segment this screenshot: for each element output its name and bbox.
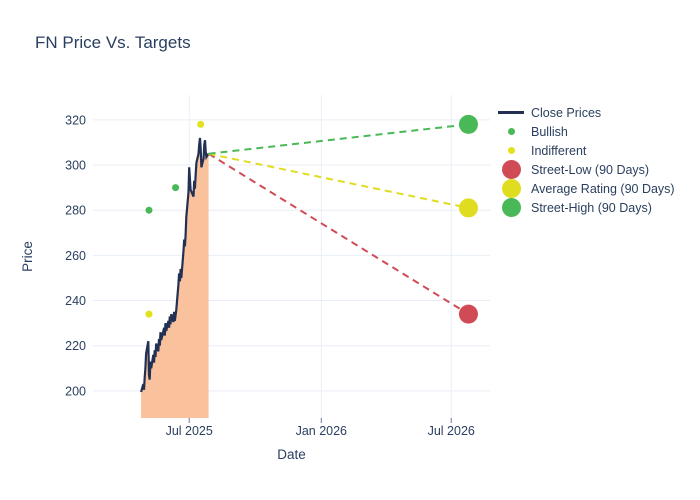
street-high-days-marker (458, 114, 478, 134)
legend-item-street-low[interactable]: Street-Low (90 Days) (496, 160, 675, 179)
legend-label-bullish: Bullish (531, 124, 568, 139)
y-tick-label: 320 (65, 113, 86, 127)
y-axis-title: Price (20, 241, 35, 272)
indifferent-dot-swatch (496, 147, 526, 154)
indifferent-marker (145, 310, 153, 318)
y-tick-label: 260 (65, 249, 86, 263)
y-tick-label: 300 (65, 159, 86, 173)
legend-label-street-low: Street-Low (90 Days) (531, 162, 650, 177)
legend-label-street-high: Street-High (90 Days) (531, 200, 652, 215)
average-rating-circle-swatch (496, 179, 526, 198)
indifferent-marker (197, 120, 205, 128)
legend-label-average-rating: Average Rating (90 Days) (531, 181, 675, 196)
close-price-fill (141, 137, 209, 418)
legend-item-bullish[interactable]: Bullish (496, 122, 675, 141)
average-rating-days-dashed-line (208, 152, 469, 209)
y-tick-label: 240 (65, 294, 86, 308)
average-rating-days-marker (458, 198, 478, 218)
street-low-days-marker (458, 304, 478, 324)
legend-item-street-high[interactable]: Street-High (90 Days) (496, 198, 675, 217)
close-price-line (140, 137, 210, 393)
bullish-marker (145, 206, 153, 214)
legend-item-indifferent[interactable]: Indifferent (496, 141, 675, 160)
legend-item-average-rating[interactable]: Average Rating (90 Days) (496, 179, 675, 198)
close-prices-line-swatch (496, 111, 526, 114)
legend-label-indifferent: Indifferent (531, 143, 587, 158)
x-tick-label: Jan 2026 (296, 424, 347, 438)
y-tick-label: 280 (65, 204, 86, 218)
y-tick-label: 200 (65, 384, 86, 398)
x-tick-label: Jul 2025 (166, 424, 213, 438)
street-high-days-dashed-line (208, 123, 469, 155)
chart-title: FN Price Vs. Targets (35, 33, 191, 52)
legend-label-close-prices: Close Prices (531, 105, 602, 120)
y-tick-label: 220 (65, 339, 86, 353)
bullish-dot-swatch (496, 128, 526, 135)
legend-item-close-prices[interactable]: Close Prices (496, 103, 675, 122)
x-axis-title: Date (277, 447, 306, 462)
legend: Close Prices Bullish Indifferent Street-… (496, 103, 675, 217)
street-low-days-dashed-line (208, 152, 469, 315)
x-tick-label: Jul 2026 (428, 424, 475, 438)
street-low-circle-swatch (496, 160, 526, 179)
bullish-marker (172, 184, 180, 192)
street-high-circle-swatch (496, 198, 526, 217)
